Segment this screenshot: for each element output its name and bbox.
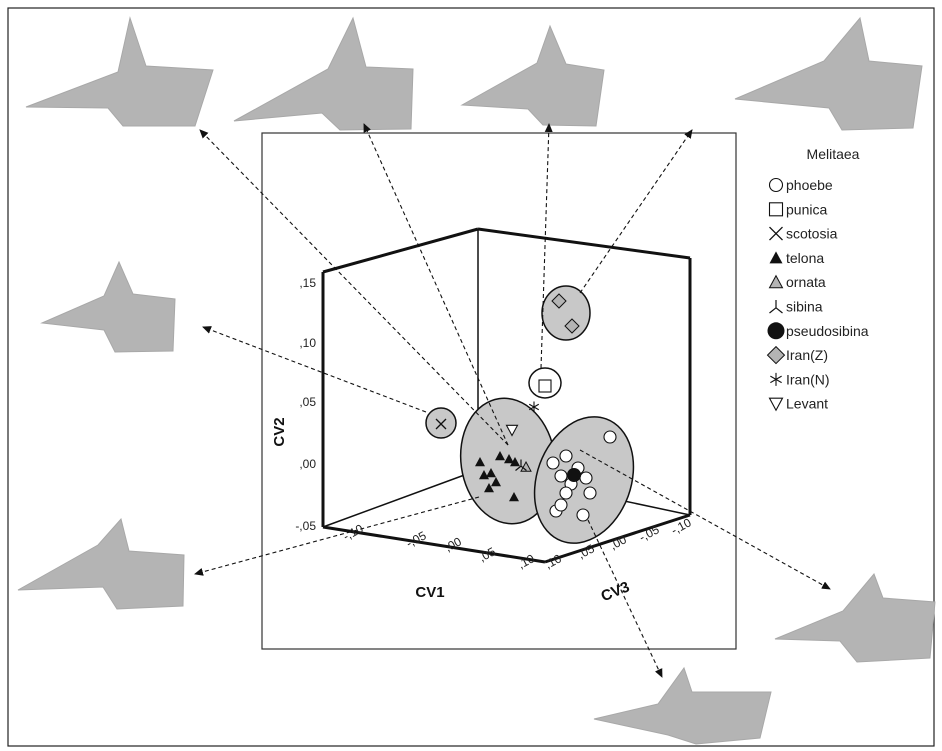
data-point — [564, 318, 580, 334]
legend-label: telona — [786, 250, 824, 266]
data-point — [495, 451, 505, 461]
data-point — [520, 460, 532, 472]
data-point — [554, 498, 568, 512]
data-point — [546, 456, 560, 470]
data-point — [551, 293, 567, 309]
y-tick-label: ,10 — [299, 336, 316, 350]
data-point — [603, 430, 617, 444]
data-point — [435, 418, 447, 430]
legend-marker-filled-triangle-icon — [769, 251, 783, 264]
data-point — [509, 492, 519, 502]
wing-shape — [40, 260, 176, 353]
cube-edge — [322, 227, 479, 274]
legend-label: sibina — [786, 299, 823, 315]
legend-marker-filled-circle-icon — [767, 322, 785, 340]
data-point — [583, 486, 597, 500]
cluster-ellipses — [425, 285, 635, 544]
legend-label: punica — [786, 201, 827, 217]
legend-label: scotosia — [786, 226, 838, 242]
legend-marker-star-icon — [770, 372, 782, 386]
legend-marker-open-circle-icon — [768, 177, 784, 193]
legend-marker-tri-branch-icon — [769, 300, 783, 314]
cluster-ellipse-scotosia — [425, 407, 457, 439]
legend-label: Iran(Z) — [786, 347, 828, 363]
data-point — [505, 424, 519, 437]
wing-shape — [593, 666, 772, 745]
x-tick-label: ,00 — [442, 534, 464, 554]
data-point — [528, 401, 540, 413]
leader-arrow — [199, 129, 509, 446]
data-point — [579, 471, 593, 485]
data-point — [491, 477, 501, 487]
leader-arrow — [540, 123, 553, 369]
wing-shape — [17, 517, 185, 610]
legend-label: ornata — [786, 274, 826, 290]
legend-marker-gray-diamond-icon — [766, 345, 786, 365]
point-layer — [435, 293, 617, 522]
cluster-ellipse-iran-z — [541, 285, 591, 341]
data-point — [515, 459, 527, 471]
y-tick-label: ,00 — [299, 457, 316, 471]
leader-arrow — [194, 496, 480, 576]
data-point — [479, 470, 489, 480]
leader-arrow — [579, 449, 831, 590]
z-tick-label: ,05 — [575, 541, 597, 561]
data-point — [504, 454, 514, 464]
z-tick-label: ,10 — [542, 551, 564, 571]
leader-arrows — [194, 123, 831, 678]
cube-edge — [322, 469, 479, 528]
legend-marker-down-triangle-icon — [768, 397, 784, 412]
cube-box — [321, 227, 692, 564]
axis-label-cv1: CV1 — [415, 584, 444, 601]
legend-label: Iran(N) — [786, 371, 830, 387]
leader-arrow — [579, 129, 693, 294]
legend-title: Melitaea — [807, 146, 860, 162]
x-tick-label: -,05 — [404, 528, 429, 550]
data-point — [559, 449, 573, 463]
wing-shape — [734, 16, 923, 131]
z-tick-label: -,10 — [669, 515, 694, 537]
y-tick-label: ,15 — [299, 276, 316, 290]
figure-border — [7, 7, 935, 747]
axis-label-cv3: CV3 — [599, 578, 632, 605]
legend-marker-gray-triangle-icon — [768, 274, 784, 289]
cube-edge — [477, 227, 691, 260]
legend: Melitaea phoebe punica scotosia telona ornat… — [766, 146, 869, 412]
data-point — [567, 468, 581, 482]
data-point — [484, 483, 494, 493]
cube-edge — [322, 525, 546, 564]
legend-label: Levant — [786, 396, 828, 412]
x-tick-label: -,10 — [341, 521, 366, 543]
wing-shape — [774, 573, 936, 663]
leader-arrow — [202, 326, 427, 413]
legend-marker-x-icon — [769, 226, 783, 241]
data-point — [538, 379, 552, 393]
leader-arrow — [363, 123, 509, 446]
x-tick-label: ,10 — [515, 551, 537, 571]
legend-marker-open-square-icon — [768, 202, 784, 217]
y-tick-label: -,05 — [295, 519, 316, 533]
wing-shape — [233, 16, 414, 131]
data-point — [486, 468, 496, 478]
data-point — [576, 508, 590, 522]
data-point — [475, 457, 485, 467]
wing-shape — [460, 24, 605, 127]
wing-shape-group — [17, 16, 936, 745]
data-point — [554, 469, 568, 483]
cube-edge — [544, 513, 691, 564]
legend-label: phoebe — [786, 177, 833, 193]
plot-frame — [261, 132, 737, 650]
y-tick-label: ,05 — [299, 395, 316, 409]
legend-label: pseudosibina — [786, 323, 869, 339]
axis-label-cv2: CV2 — [271, 417, 288, 446]
data-point — [559, 486, 573, 500]
wing-shape — [25, 16, 214, 127]
legend-entries: phoebe punica scotosia telona ornata sibina ps… — [766, 177, 869, 412]
x-tick-label: ,05 — [476, 544, 498, 564]
data-point — [510, 457, 520, 467]
leader-arrow — [587, 519, 663, 678]
